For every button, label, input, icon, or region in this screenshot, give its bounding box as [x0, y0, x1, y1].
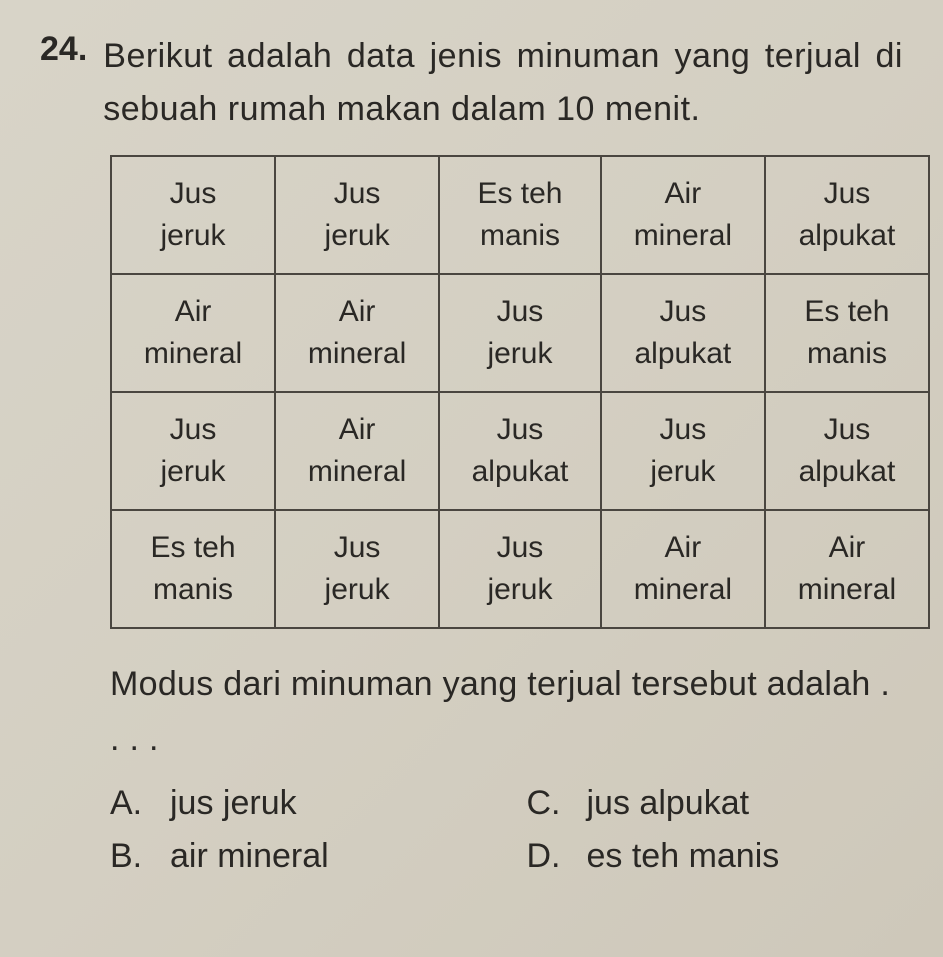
table-cell: Jusalpukat: [765, 156, 929, 274]
table-cell: Airmineral: [111, 274, 275, 392]
option-letter: A.: [110, 784, 170, 823]
question-header: 24. Berikut adalah data jenis minuman ya…: [40, 30, 903, 135]
table-cell: Airmineral: [765, 510, 929, 628]
table-cell: Jusjeruk: [439, 274, 601, 392]
table-cell: Airmineral: [275, 392, 439, 510]
question-number: 24.: [40, 30, 87, 69]
option-c: C. jus alpukat: [527, 784, 904, 823]
table-row: Jusjeruk Jusjeruk Es tehmanis Airmineral…: [111, 156, 929, 274]
table-cell: Jusalpukat: [601, 274, 765, 392]
table-cell: Es tehmanis: [439, 156, 601, 274]
answer-options: A. jus jeruk C. jus alpukat B. air miner…: [110, 784, 903, 876]
table-row: Airmineral Airmineral Jusjeruk Jusalpuka…: [111, 274, 929, 392]
drink-data-table: Jusjeruk Jusjeruk Es tehmanis Airmineral…: [110, 155, 930, 629]
option-text: jus jeruk: [170, 784, 297, 823]
option-text: air mineral: [170, 837, 329, 876]
option-text: es teh manis: [587, 837, 780, 876]
post-question-text: Modus dari minuman yang terjual tersebut…: [110, 657, 903, 766]
table-cell: Jusjeruk: [601, 392, 765, 510]
option-letter: D.: [527, 837, 587, 876]
table-cell: Jusjeruk: [439, 510, 601, 628]
table-cell: Es tehmanis: [765, 274, 929, 392]
data-table-wrapper: Jusjeruk Jusjeruk Es tehmanis Airmineral…: [110, 155, 903, 629]
option-letter: B.: [110, 837, 170, 876]
table-cell: Jusalpukat: [439, 392, 601, 510]
table-cell: Jusalpukat: [765, 392, 929, 510]
option-text: jus alpukat: [587, 784, 750, 823]
option-a: A. jus jeruk: [110, 784, 487, 823]
table-cell: Jusjeruk: [275, 156, 439, 274]
option-d: D. es teh manis: [527, 837, 904, 876]
table-cell: Airmineral: [601, 156, 765, 274]
table-cell: Jusjeruk: [111, 392, 275, 510]
table-cell: Airmineral: [601, 510, 765, 628]
table-cell: Es tehmanis: [111, 510, 275, 628]
table-row: Jusjeruk Airmineral Jusalpukat Jusjeruk …: [111, 392, 929, 510]
table-cell: Jusjeruk: [275, 510, 439, 628]
option-b: B. air mineral: [110, 837, 487, 876]
question-text: Berikut adalah data jenis minuman yang t…: [103, 30, 903, 135]
table-row: Es tehmanis Jusjeruk Jusjeruk Airmineral…: [111, 510, 929, 628]
table-cell: Jusjeruk: [111, 156, 275, 274]
option-letter: C.: [527, 784, 587, 823]
table-cell: Airmineral: [275, 274, 439, 392]
